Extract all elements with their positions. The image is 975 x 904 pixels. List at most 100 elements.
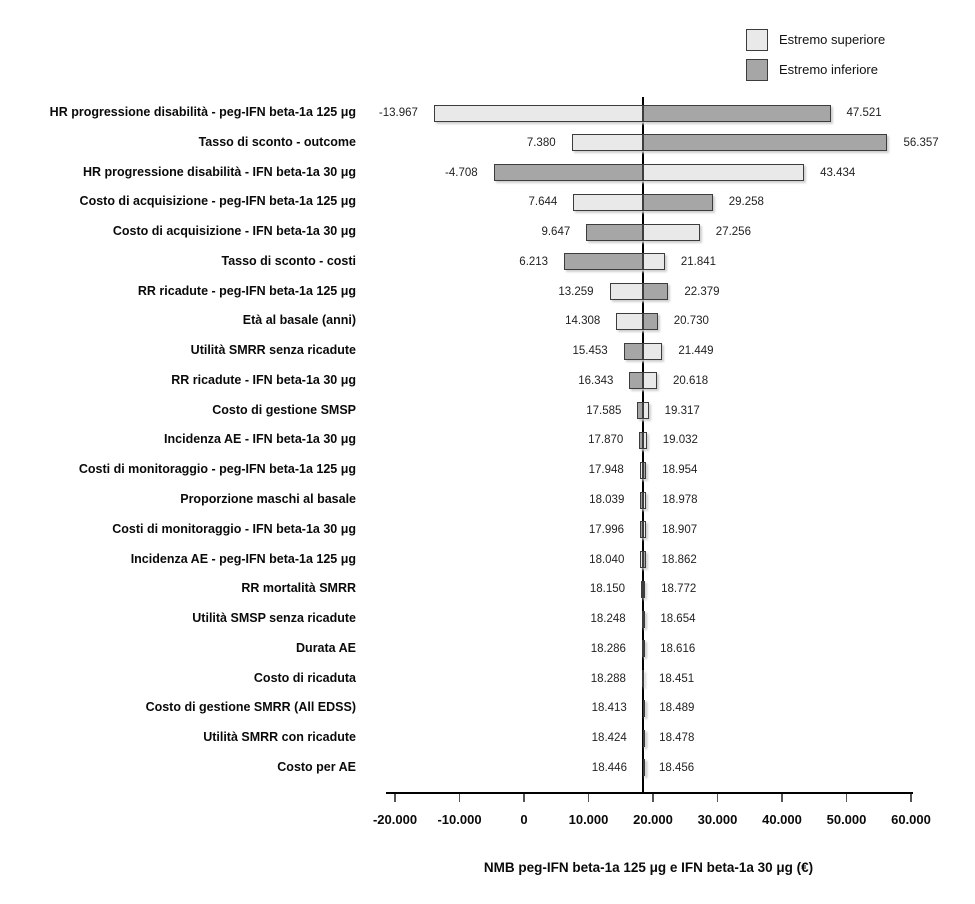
- x-axis-title: NMB peg-IFN beta-1a 125 μg e IFN beta-1a…: [483, 860, 814, 875]
- bar-segment-superiore: [643, 342, 663, 360]
- value-label-high: 18.451: [659, 672, 695, 685]
- value-label-low: 7.644: [528, 196, 558, 209]
- bar-segment-inferiore: [641, 580, 644, 598]
- bar-segment-inferiore: [564, 253, 643, 271]
- bar-segment-inferiore: [643, 193, 713, 211]
- row-label: Costo di acquisizione - peg-IFN beta-1a …: [79, 194, 356, 209]
- bar-segment-superiore: [643, 729, 645, 747]
- bar-segment-superiore: [639, 461, 643, 479]
- legend-swatch-estremo-inferiore-icon: [746, 59, 768, 81]
- bar-segment-inferiore: [643, 134, 888, 152]
- bar-segment-inferiore: [643, 283, 669, 301]
- value-label-low: 18.286: [590, 642, 626, 655]
- x-tick: [845, 794, 848, 802]
- x-tick-label: -20.000: [372, 812, 418, 827]
- bar-segment-inferiore: [493, 164, 643, 182]
- bar-segment-superiore: [616, 312, 643, 330]
- row-label: RR mortalità SMRR: [241, 581, 356, 596]
- bar-segment-inferiore: [629, 372, 643, 390]
- value-label-high: 18.478: [659, 732, 695, 745]
- value-label-high: 18.978: [662, 494, 698, 506]
- x-tick-label: 60.000: [891, 812, 931, 827]
- value-label-low: 14.308: [565, 315, 601, 328]
- value-label-low: 17.948: [588, 464, 624, 477]
- bar-segment-inferiore: [640, 521, 643, 539]
- value-label-high: 29.258: [728, 196, 764, 209]
- row-label: Utilità SMRR con ricadute: [203, 730, 356, 745]
- value-label-low: -13.967: [378, 107, 418, 119]
- bar-segment-inferiore: [643, 640, 645, 658]
- row-label: Costo di gestione SMRR (All EDSS): [145, 700, 356, 715]
- value-label-low: 15.453: [572, 345, 608, 358]
- value-label-high: 18.456: [659, 761, 695, 774]
- row-label: Costo di ricaduta: [253, 670, 356, 685]
- bar-segment-superiore: [643, 491, 647, 509]
- bar-segment-superiore: [643, 223, 700, 241]
- bar-segment-superiore: [643, 164, 805, 182]
- x-tick: [652, 794, 654, 802]
- x-tick: [781, 794, 783, 802]
- row-label: Costo di acquisizione - IFN beta-1a 30 μ…: [112, 224, 356, 239]
- x-axis-line: [386, 792, 913, 794]
- x-tick-label: 10.000: [568, 812, 609, 827]
- row-label: Utilità SMSP senza ricadute: [192, 611, 356, 626]
- legend-label-estremo-superiore: Estremo superiore: [779, 32, 886, 47]
- row-label: HR progressione disabilità - peg-IFN bet…: [49, 105, 356, 119]
- x-tick-label: 20.000: [633, 812, 673, 827]
- row-label: Incidenza AE - IFN beta-1a 30 μg: [164, 432, 356, 447]
- value-label-high: 27.256: [715, 226, 751, 239]
- value-label-high: 20.618: [672, 374, 709, 387]
- bar-segment-inferiore: [643, 312, 658, 330]
- value-label-low: 16.343: [578, 374, 614, 387]
- value-label-high: 19.032: [662, 434, 698, 447]
- value-label-low: -4.708: [445, 166, 478, 179]
- value-label-high: 18.954: [662, 464, 698, 477]
- value-label-high: 43.434: [820, 166, 856, 179]
- value-label-high: 22.379: [684, 285, 720, 298]
- x-tick: [910, 794, 912, 802]
- value-label-high: 56.357: [903, 136, 939, 149]
- x-tick: [587, 794, 590, 802]
- value-label-low: 7.380: [526, 136, 556, 149]
- row-label: Tasso di sconto - costi: [221, 253, 356, 268]
- bar-segment-superiore: [571, 134, 643, 152]
- row-label: Età al basale (anni): [242, 313, 356, 328]
- x-tick-label: 40.000: [762, 812, 802, 827]
- x-tick-label: 0: [520, 812, 528, 827]
- row-label: Costi di monitoraggio - IFN beta-1a 30 μ…: [112, 521, 356, 536]
- value-label-low: 18.288: [590, 672, 626, 685]
- bar-segment-superiore: [573, 193, 643, 211]
- value-label-low: 6.213: [519, 255, 549, 268]
- bar-segment-superiore: [643, 253, 665, 271]
- bar-segment-superiore: [643, 521, 646, 539]
- row-label: Costo di gestione SMSP: [212, 402, 356, 417]
- x-tick-label: 30.000: [697, 812, 738, 827]
- value-label-low: 17.996: [588, 523, 625, 536]
- value-label-low: 18.248: [590, 613, 626, 626]
- row-label: Costi di monitoraggio - peg-IFN beta-1a …: [78, 462, 356, 477]
- bar-segment-inferiore: [586, 223, 643, 241]
- row-label: Tasso di sconto - outcome: [198, 134, 356, 149]
- bar-segment-superiore: [643, 372, 657, 390]
- value-label-low: 18.413: [591, 702, 627, 715]
- x-tick-label: 50.000: [826, 812, 867, 827]
- value-label-high: 19.317: [664, 404, 700, 417]
- value-label-low: 9.647: [541, 226, 571, 239]
- x-tick: [458, 794, 461, 802]
- row-label: Utilità SMRR senza ricadute: [190, 343, 356, 358]
- value-label-high: 21.449: [678, 345, 714, 358]
- row-label: Proporzione maschi al basale: [180, 492, 356, 506]
- value-label-low: 17.585: [586, 404, 622, 417]
- value-label-high: 18.489: [659, 702, 695, 715]
- bar-segment-inferiore: [639, 431, 643, 449]
- value-label-low: 13.259: [558, 285, 594, 298]
- bar-segment-inferiore: [641, 670, 644, 688]
- bar-segment-superiore: [643, 699, 645, 717]
- bar-segment-superiore: [609, 283, 643, 301]
- bar-segment-inferiore: [640, 491, 643, 509]
- legend: Estremo superiore Estremo inferiore: [0, 0, 975, 90]
- value-label-low: 17.870: [588, 434, 624, 447]
- bar-segment-inferiore: [643, 461, 647, 479]
- bar-segment-superiore: [643, 431, 647, 449]
